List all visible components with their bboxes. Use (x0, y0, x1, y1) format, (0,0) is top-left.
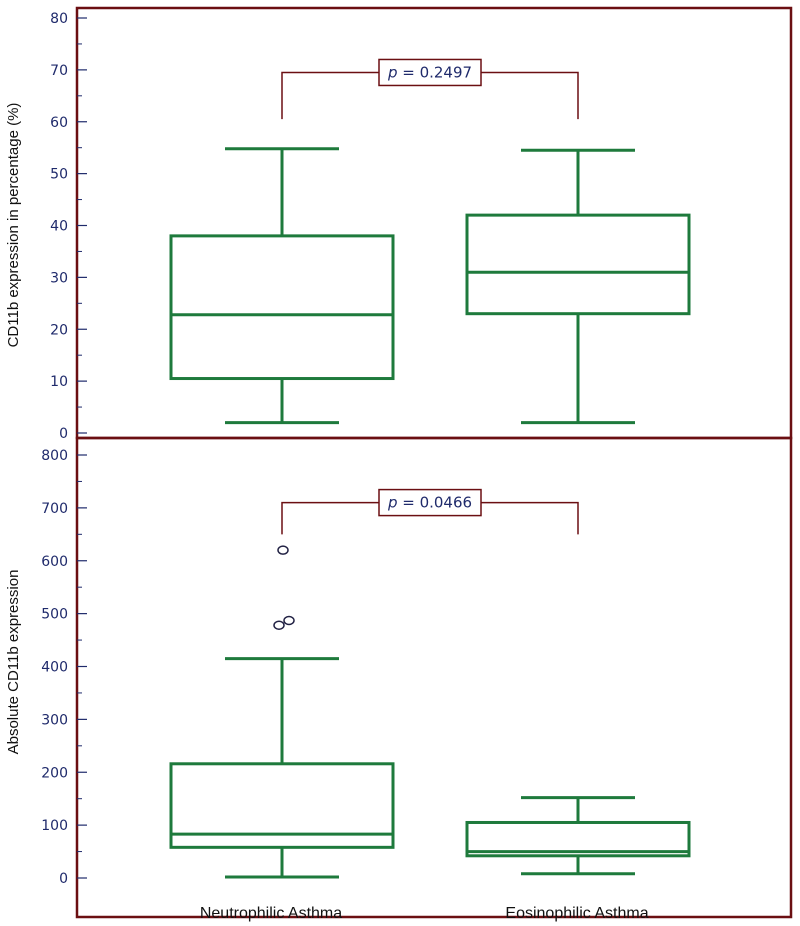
panel-bottom: 0 100 200 300 400 500 600 700 800 Absolute CD11b … (5, 436, 793, 919)
p-value-annotation: p = 0.0466 (281, 488, 579, 535)
y-tick-label: 100 (41, 818, 68, 834)
box-eosinophilic (465, 796, 691, 876)
category-label-neutrophilic: Neutrophilic Asthma (200, 905, 342, 922)
p-value: = 0.2497 (397, 63, 472, 81)
y-tick-label: 200 (41, 765, 68, 781)
p-value-label: p = 0.2497 (387, 63, 472, 81)
box-neutrophilic (169, 147, 395, 425)
y-axis-title: Absolute CD11b expression (5, 570, 22, 755)
y-tick-label: 30 (50, 270, 68, 286)
y-tick-label: 0 (59, 871, 68, 887)
outlier-point (273, 620, 285, 631)
y-tick-label: 300 (41, 712, 68, 728)
y-tick-label: 70 (50, 63, 68, 79)
p-value-annotation: p = 0.2497 (281, 58, 579, 120)
outlier-point (283, 615, 295, 626)
panel-frame (75, 436, 793, 919)
y-tick-label: 600 (41, 554, 68, 570)
p-label-box (378, 488, 482, 517)
iqr-box (169, 762, 395, 849)
y-tick-label: 700 (41, 501, 68, 517)
p-value-label: p = 0.0466 (387, 494, 472, 512)
iqr-box (465, 820, 691, 858)
iqr-box (465, 213, 691, 316)
box-eosinophilic (465, 148, 691, 425)
p-symbol: p (387, 494, 398, 512)
y-tick-label: 500 (41, 607, 68, 623)
y-tick-label: 20 (50, 322, 68, 338)
category-labels: Neutrophilic Asthma Eosinophilic Asthma (200, 905, 649, 922)
y-tick-label: 800 (41, 448, 68, 464)
y-tick-label: 0 (59, 426, 68, 442)
p-symbol: p (387, 63, 398, 81)
y-tick-label: 60 (50, 115, 68, 131)
p-label-box (378, 58, 482, 87)
y-tick-label: 80 (50, 11, 68, 27)
p-value: = 0.0466 (397, 494, 472, 512)
y-tick-label: 400 (41, 660, 68, 676)
iqr-box (169, 234, 395, 381)
box-neutrophilic (169, 545, 395, 879)
y-axis-title: CD11b expression in percentage (%) (5, 103, 22, 348)
outlier-point (277, 545, 289, 555)
y-tick-label: 40 (50, 219, 68, 235)
y-tick-label: 10 (50, 374, 68, 390)
panel-top: 0 10 20 30 40 50 60 70 80 CD11b expression in per… (5, 6, 793, 442)
category-label-eosinophilic: Eosinophilic Asthma (505, 905, 648, 922)
y-tick-label: 50 (50, 167, 68, 183)
